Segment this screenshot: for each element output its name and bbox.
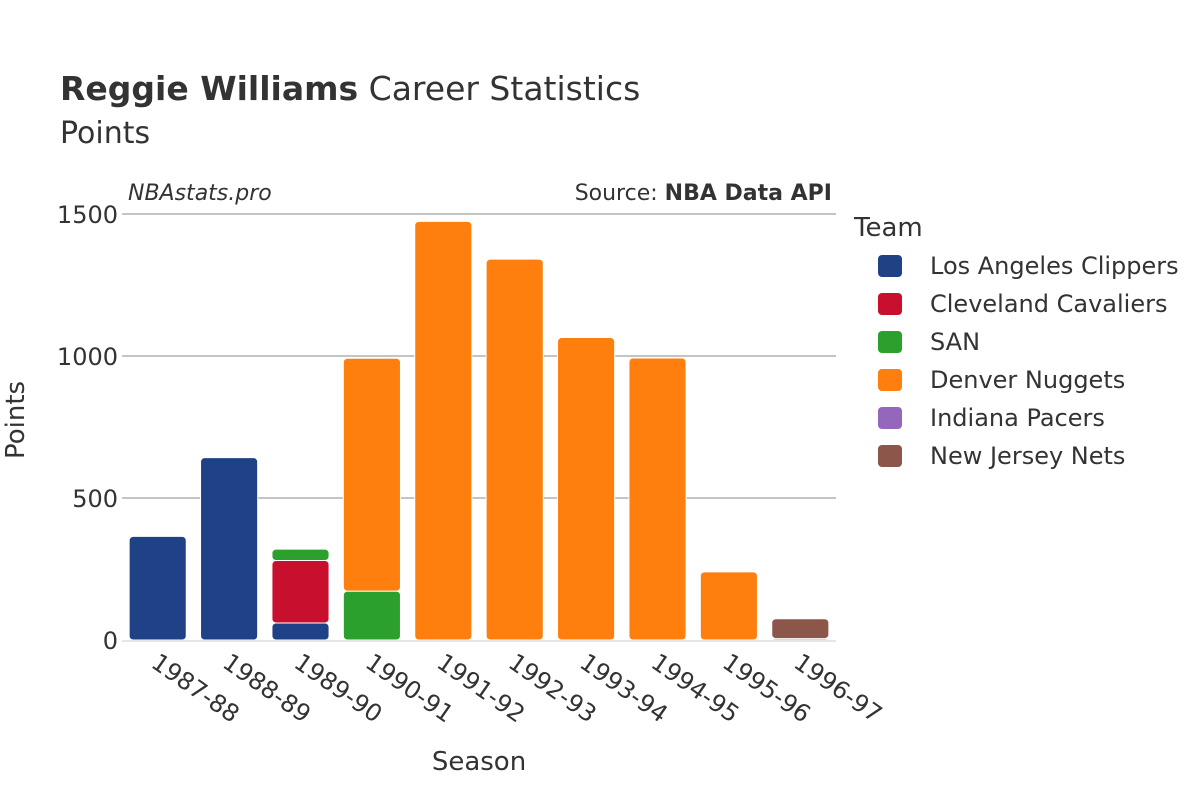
bar-segment bbox=[271, 548, 330, 561]
legend-label: Indiana Pacers bbox=[930, 404, 1105, 432]
chart-title-bold: Reggie Williams bbox=[60, 69, 358, 108]
legend-swatch bbox=[878, 331, 902, 353]
y-tick-label: 0 bbox=[103, 627, 118, 655]
legend-label: Cleveland Cavaliers bbox=[930, 290, 1167, 318]
legend-label: New Jersey Nets bbox=[930, 442, 1125, 470]
legend-swatch bbox=[878, 369, 902, 391]
legend-swatch bbox=[878, 293, 902, 315]
chart-subtitle: Points bbox=[60, 116, 150, 151]
bar-segment bbox=[771, 618, 830, 640]
legend-title: Team bbox=[853, 213, 923, 243]
chart-title: Reggie Williams Career Statistics bbox=[60, 69, 640, 108]
bar-segment bbox=[128, 535, 187, 641]
legend-label: Denver Nuggets bbox=[930, 366, 1125, 394]
chart-title-rest: Career Statistics bbox=[358, 69, 640, 108]
legend: Los Angeles Clippers Cleveland Cavaliers S… bbox=[878, 252, 1179, 470]
source-note: Source: NBA Data API bbox=[575, 181, 832, 206]
bar-segment bbox=[628, 357, 687, 641]
bar-segment bbox=[271, 559, 330, 624]
legend-label: SAN bbox=[930, 328, 980, 356]
y-tick-label: 500 bbox=[72, 485, 118, 513]
legend-swatch bbox=[878, 407, 902, 429]
y-axis-title: Points bbox=[1, 381, 31, 459]
legend-label: Los Angeles Clippers bbox=[930, 252, 1179, 280]
bar-segment bbox=[485, 258, 544, 641]
legend-swatch bbox=[878, 445, 902, 467]
x-axis-title: Season bbox=[432, 747, 526, 777]
bar-segment bbox=[200, 457, 259, 641]
y-tick-label: 1000 bbox=[57, 343, 118, 371]
bar-segment bbox=[342, 590, 401, 641]
source-prefix: Source: bbox=[575, 181, 665, 206]
bar-segment bbox=[342, 357, 401, 592]
watermark: NBAstats.pro bbox=[128, 181, 272, 206]
bar-segment bbox=[271, 622, 330, 641]
bar-segment bbox=[699, 571, 758, 641]
bar-segment bbox=[414, 220, 473, 641]
y-tick-label: 1500 bbox=[57, 201, 118, 229]
bar-segment bbox=[557, 337, 616, 641]
bars-layer bbox=[128, 220, 830, 641]
grid-layer bbox=[122, 213, 836, 499]
legend-swatch bbox=[878, 255, 902, 277]
source-name: NBA Data API bbox=[665, 181, 832, 206]
